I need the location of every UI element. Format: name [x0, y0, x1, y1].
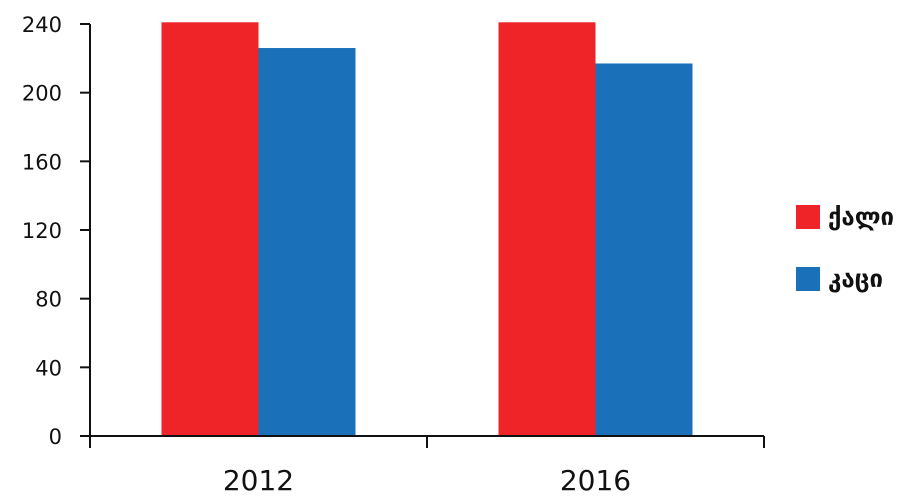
y-tick-label: 80 [35, 288, 62, 312]
bar-2012-0 [161, 22, 259, 437]
y-tick-label: 120 [22, 219, 62, 243]
y-tick-label: 40 [35, 356, 62, 380]
bars-group [161, 22, 693, 437]
x-category-label: 2012 [223, 464, 294, 497]
legend-swatch [796, 267, 820, 291]
y-tick-label: 160 [22, 150, 62, 174]
bar-2012-1 [258, 48, 356, 437]
y-tick-label: 200 [22, 82, 62, 106]
bar-2016-1 [595, 63, 693, 436]
legend-label: კაცი [828, 265, 883, 293]
y-axis: 0 40 80 120 160 200 240 [22, 13, 91, 449]
legend-label: ქალი [828, 203, 894, 231]
legend-swatch [796, 205, 820, 229]
y-tick-label: 0 [49, 425, 62, 449]
bar-2016-0 [498, 22, 596, 437]
legend: ქალი კაცი [796, 203, 894, 293]
y-tick-label: 240 [22, 13, 62, 37]
x-axis: 2012 2016 [89, 435, 765, 497]
x-category-label: 2016 [560, 464, 631, 497]
